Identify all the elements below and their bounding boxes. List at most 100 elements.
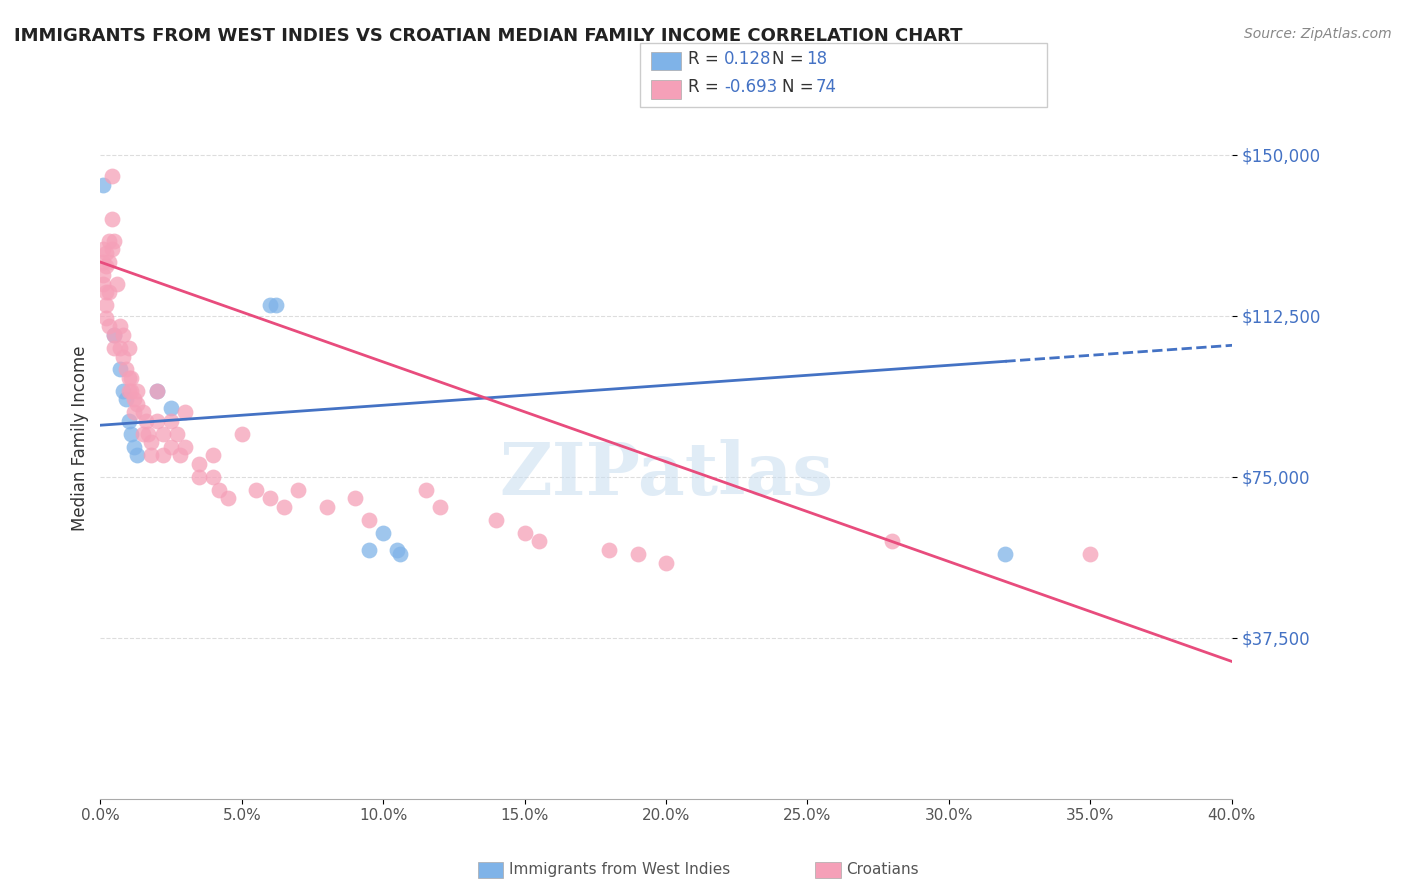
Point xyxy=(373,525,395,540)
Point xyxy=(127,448,149,462)
Point xyxy=(91,255,114,269)
Point xyxy=(114,392,136,407)
Point xyxy=(160,440,183,454)
Point xyxy=(513,525,536,540)
Point xyxy=(273,500,295,514)
Point xyxy=(527,534,550,549)
Point xyxy=(655,556,678,570)
Point xyxy=(117,341,139,355)
Point xyxy=(100,169,122,184)
Point xyxy=(103,328,125,343)
Point xyxy=(188,457,211,471)
Point xyxy=(202,469,225,483)
Point xyxy=(103,328,125,343)
Point xyxy=(94,246,117,260)
Point xyxy=(108,362,131,376)
Point xyxy=(97,234,120,248)
Point xyxy=(208,483,231,497)
Point xyxy=(94,310,117,325)
Point xyxy=(120,426,142,441)
Point xyxy=(124,440,146,454)
Point xyxy=(105,277,128,291)
Point xyxy=(485,513,508,527)
Point xyxy=(97,285,120,299)
Point xyxy=(1078,547,1101,561)
Text: N =: N = xyxy=(782,78,818,96)
Point xyxy=(315,500,337,514)
Point xyxy=(108,341,131,355)
Point xyxy=(188,469,211,483)
Point xyxy=(264,298,287,312)
Text: N =: N = xyxy=(772,50,808,68)
Point xyxy=(598,542,620,557)
Point xyxy=(259,298,281,312)
Point xyxy=(387,542,409,557)
Point xyxy=(146,414,169,428)
Text: 18: 18 xyxy=(806,50,827,68)
Point xyxy=(111,384,134,398)
Point xyxy=(160,401,183,415)
Point xyxy=(91,277,114,291)
Point xyxy=(389,547,412,561)
Point xyxy=(100,212,122,227)
Text: Croatians: Croatians xyxy=(846,863,920,877)
Point xyxy=(259,491,281,506)
Point xyxy=(231,426,253,441)
Point xyxy=(127,397,149,411)
Point xyxy=(120,384,142,398)
Point xyxy=(108,319,131,334)
Point xyxy=(117,384,139,398)
Point xyxy=(103,234,125,248)
Point xyxy=(357,513,380,527)
Point xyxy=(124,392,146,407)
Point xyxy=(94,298,117,312)
Point xyxy=(141,435,163,450)
Point xyxy=(415,483,437,497)
Text: Source: ZipAtlas.com: Source: ZipAtlas.com xyxy=(1244,27,1392,41)
Point xyxy=(627,547,650,561)
Point xyxy=(217,491,239,506)
Point xyxy=(91,268,114,282)
Point xyxy=(94,260,117,274)
Point xyxy=(132,426,155,441)
Point xyxy=(202,448,225,462)
Text: Immigrants from West Indies: Immigrants from West Indies xyxy=(509,863,730,877)
Point xyxy=(132,405,155,419)
Point xyxy=(124,405,146,419)
Point xyxy=(100,242,122,256)
Text: -0.693: -0.693 xyxy=(724,78,778,96)
Point xyxy=(94,285,117,299)
Point xyxy=(174,405,197,419)
Point xyxy=(146,384,169,398)
Text: ZIPatlas: ZIPatlas xyxy=(499,439,832,509)
Point xyxy=(111,350,134,364)
Point xyxy=(141,448,163,462)
Text: R =: R = xyxy=(688,50,724,68)
Text: IMMIGRANTS FROM WEST INDIES VS CROATIAN MEDIAN FAMILY INCOME CORRELATION CHART: IMMIGRANTS FROM WEST INDIES VS CROATIAN … xyxy=(14,27,963,45)
Point xyxy=(174,440,197,454)
Point xyxy=(138,426,160,441)
Point xyxy=(287,483,309,497)
Text: 74: 74 xyxy=(815,78,837,96)
Point xyxy=(169,448,191,462)
Point xyxy=(166,426,188,441)
Point xyxy=(91,178,114,192)
Point xyxy=(146,384,169,398)
Point xyxy=(111,328,134,343)
Point xyxy=(152,426,174,441)
Point xyxy=(91,242,114,256)
Point xyxy=(117,414,139,428)
Point xyxy=(429,500,451,514)
Text: 0.128: 0.128 xyxy=(724,50,772,68)
Point xyxy=(994,547,1017,561)
Point xyxy=(882,534,904,549)
Point xyxy=(160,414,183,428)
Point xyxy=(135,414,157,428)
Point xyxy=(114,362,136,376)
Point xyxy=(357,542,380,557)
Point xyxy=(97,319,120,334)
Text: R =: R = xyxy=(688,78,724,96)
Point xyxy=(127,384,149,398)
Point xyxy=(245,483,267,497)
Point xyxy=(120,371,142,385)
